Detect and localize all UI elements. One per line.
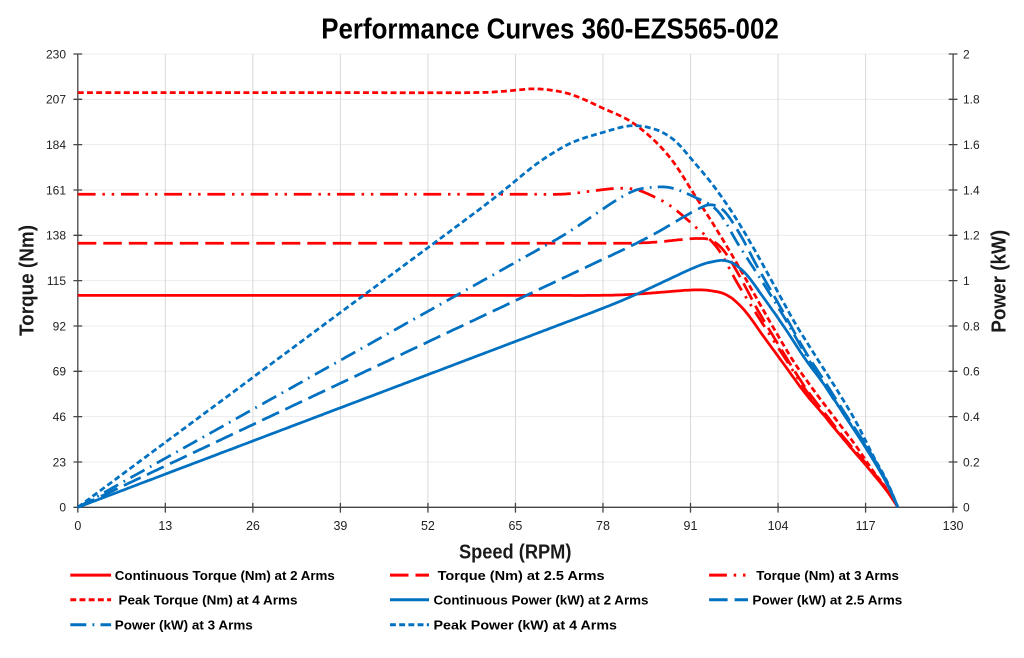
- svg-text:Continuous Power (kW) at 2 Arm: Continuous Power (kW) at 2 Arms: [434, 594, 649, 608]
- svg-text:13: 13: [158, 519, 172, 533]
- svg-text:0.4: 0.4: [963, 410, 980, 424]
- svg-text:Peak Torque (Nm) at 4 Arms: Peak Torque (Nm) at 4 Arms: [119, 594, 298, 608]
- svg-text:Power (kW) at 3 Arms: Power (kW) at 3 Arms: [115, 618, 253, 632]
- svg-text:Power (kW): Power (kW): [989, 230, 1011, 333]
- svg-text:Torque (Nm): Torque (Nm): [17, 225, 39, 336]
- svg-text:0: 0: [963, 501, 970, 515]
- svg-text:0.6: 0.6: [963, 365, 980, 379]
- svg-text:26: 26: [246, 519, 260, 533]
- svg-text:65: 65: [508, 519, 522, 533]
- svg-text:39: 39: [333, 519, 347, 533]
- svg-text:Speed (RPM): Speed (RPM): [459, 542, 572, 564]
- svg-text:230: 230: [46, 47, 66, 61]
- svg-text:0: 0: [74, 519, 81, 533]
- svg-text:Torque (Nm) at 2.5 Arms: Torque (Nm) at 2.5 Arms: [438, 569, 605, 583]
- svg-text:Continuous Torque (Nm) at 2 Ar: Continuous Torque (Nm) at 2 Arms: [115, 569, 335, 583]
- svg-text:104: 104: [768, 519, 789, 533]
- svg-text:1.6: 1.6: [963, 138, 980, 152]
- svg-text:1: 1: [963, 274, 970, 288]
- svg-text:117: 117: [856, 519, 876, 533]
- svg-text:0.2: 0.2: [963, 455, 980, 469]
- svg-text:69: 69: [53, 365, 67, 379]
- svg-text:161: 161: [46, 183, 66, 197]
- svg-text:91: 91: [684, 519, 698, 533]
- svg-text:115: 115: [47, 274, 66, 288]
- svg-text:0.8: 0.8: [963, 319, 980, 333]
- svg-text:52: 52: [421, 519, 435, 533]
- svg-text:Power (kW) at 2.5 Arms: Power (kW) at 2.5 Arms: [752, 594, 902, 608]
- svg-text:1.2: 1.2: [963, 229, 980, 243]
- svg-text:23: 23: [53, 455, 67, 469]
- svg-text:207: 207: [46, 93, 66, 107]
- svg-text:78: 78: [596, 519, 610, 533]
- svg-text:1.8: 1.8: [963, 93, 980, 107]
- svg-text:46: 46: [53, 410, 67, 424]
- svg-text:Torque (Nm) at 3 Arms: Torque (Nm) at 3 Arms: [756, 569, 899, 583]
- svg-text:184: 184: [46, 138, 66, 152]
- svg-text:130: 130: [943, 519, 964, 533]
- svg-text:138: 138: [46, 229, 66, 243]
- svg-text:Performance Curves 360-EZS565-: Performance Curves 360-EZS565-002: [321, 14, 779, 46]
- svg-text:2: 2: [963, 47, 970, 61]
- svg-text:1.4: 1.4: [963, 183, 980, 197]
- svg-text:Peak Power (kW) at 4 Arms: Peak Power (kW) at 4 Arms: [434, 618, 618, 632]
- svg-text:92: 92: [53, 319, 67, 333]
- svg-text:0: 0: [59, 501, 66, 515]
